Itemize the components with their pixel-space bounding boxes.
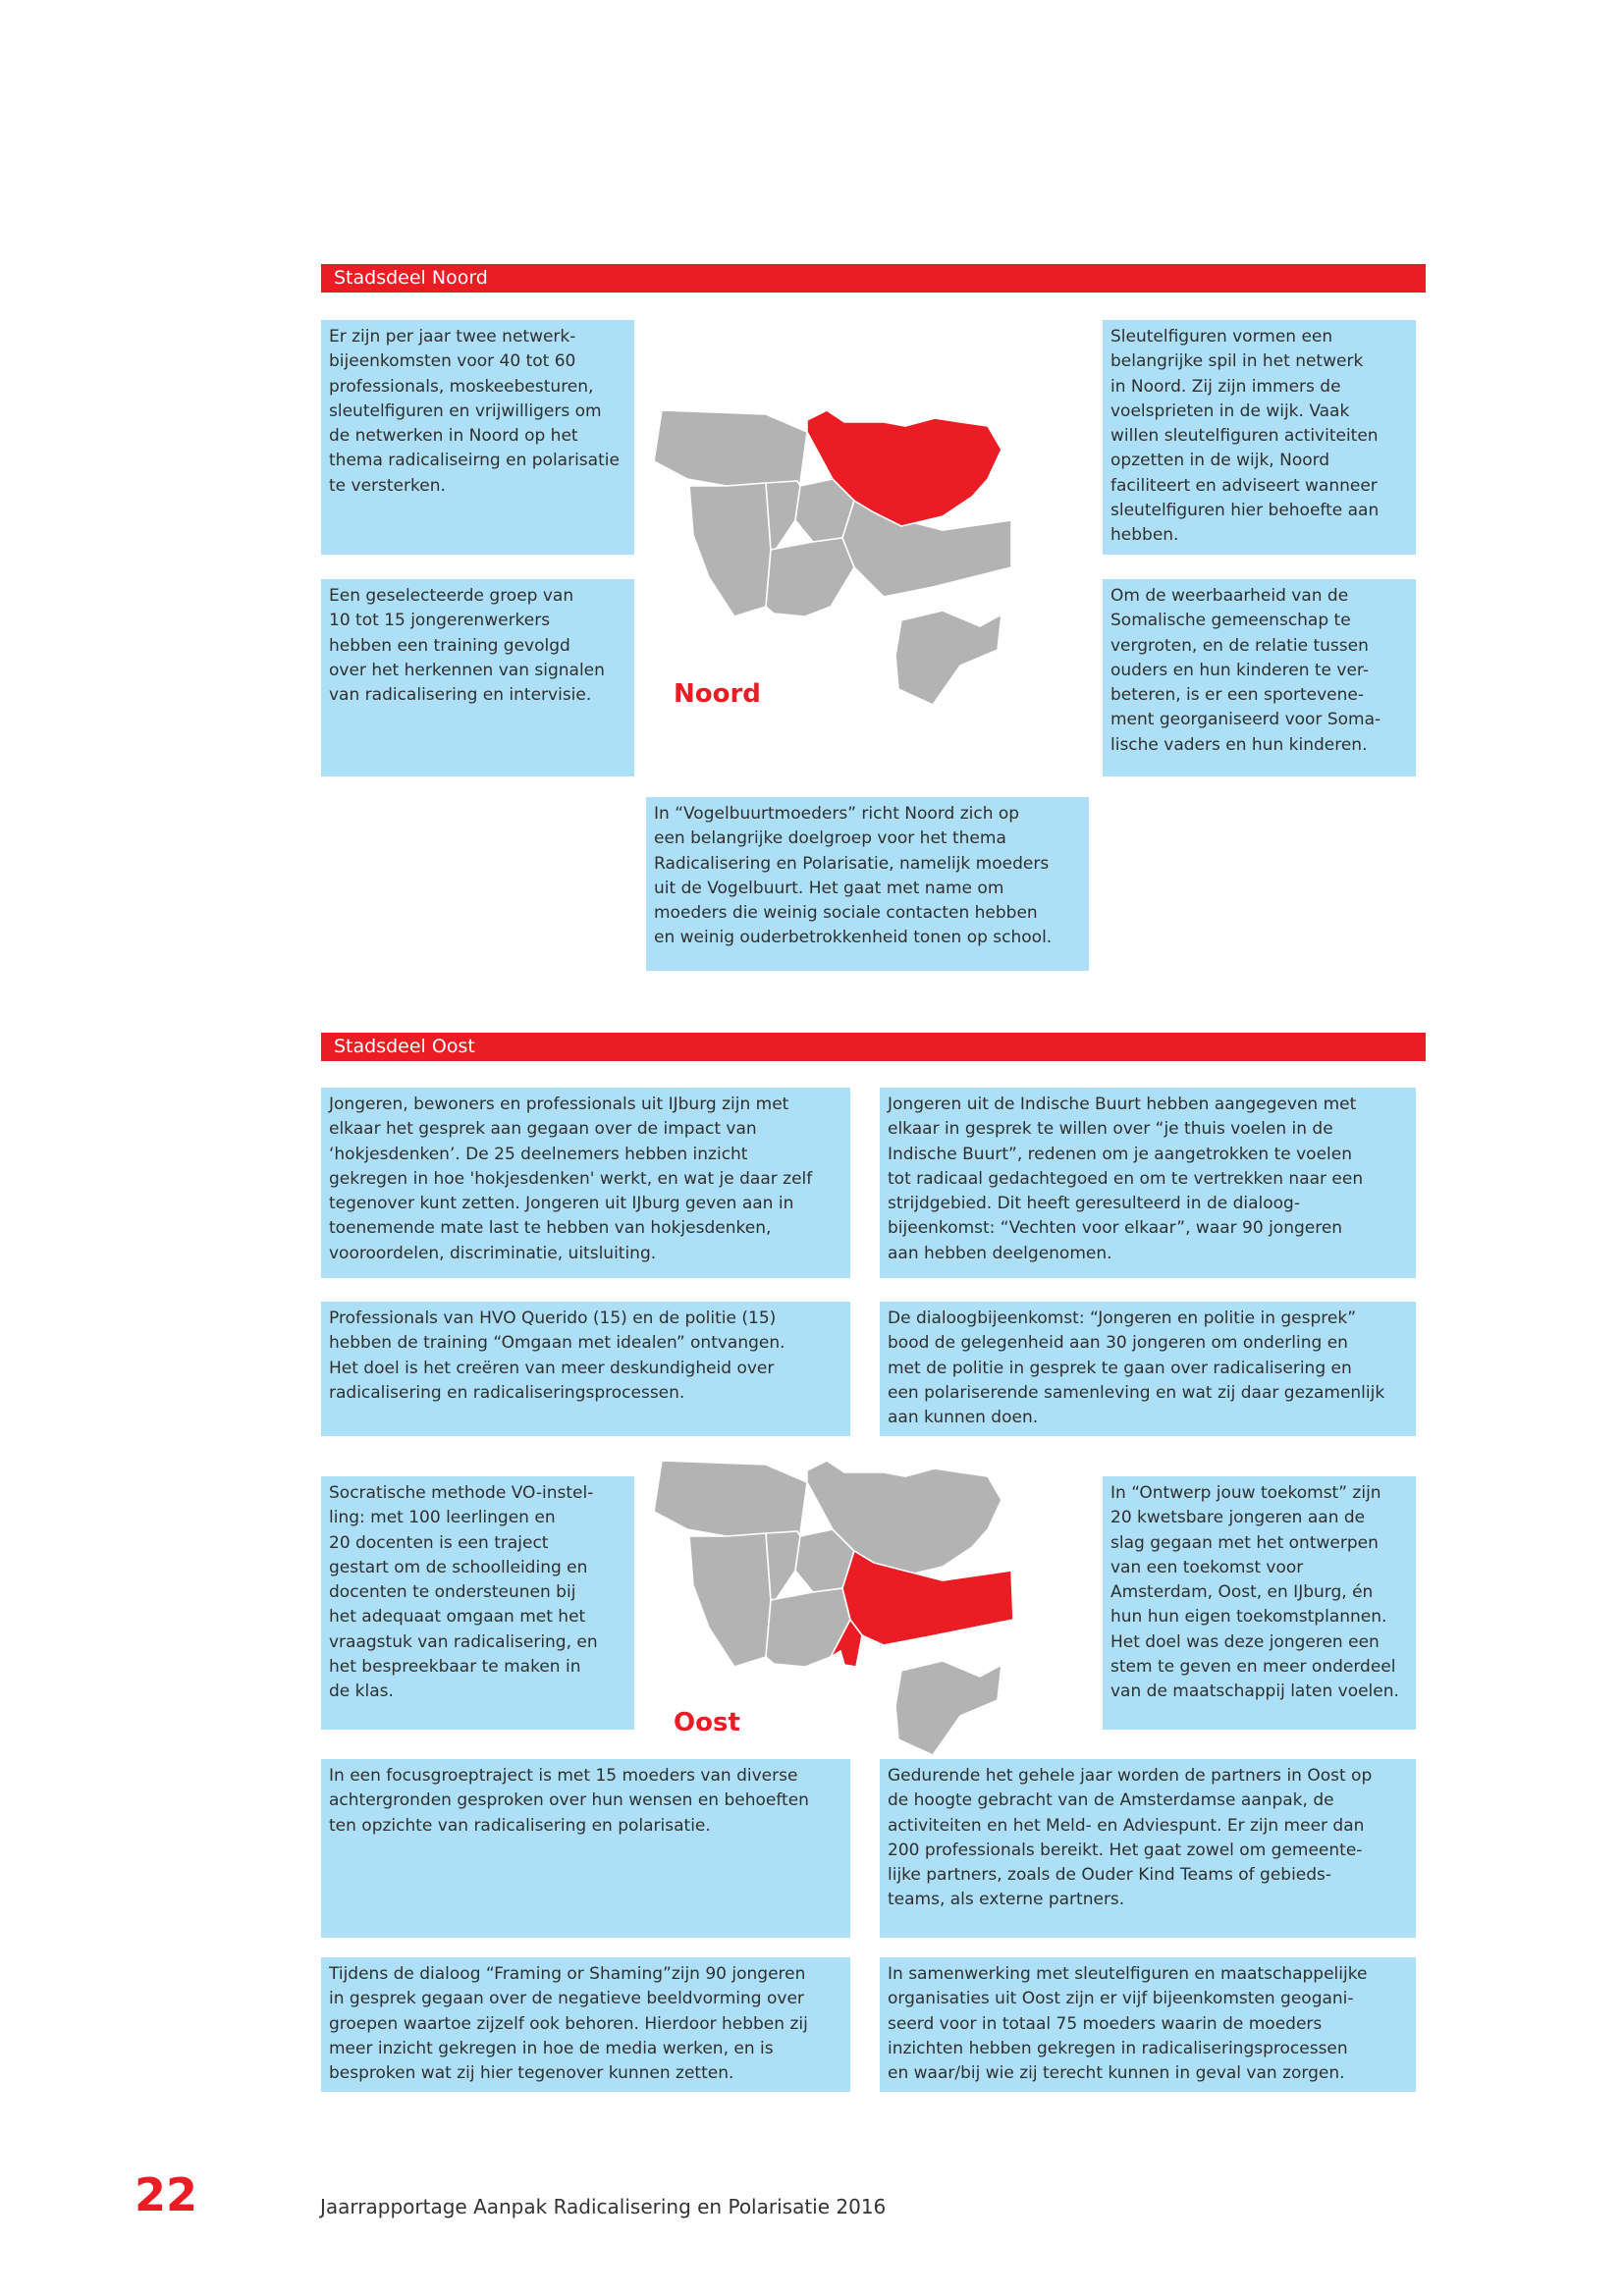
- info-box-oost-moeders: In samenwerking met sleutelfiguren en ma…: [880, 1957, 1416, 2092]
- info-box-oost-partners: Gedurende het gehele jaar worden de part…: [880, 1759, 1416, 1938]
- info-box-oost-ijburg: Jongeren, bewoners en professionals uit …: [321, 1088, 850, 1278]
- info-box-noord-sleutelfiguren: Sleutelfiguren vormen een belangrijke sp…: [1103, 320, 1416, 555]
- district-nieuw-west: [688, 1532, 772, 1668]
- map-label-oost: Oost: [674, 1708, 740, 1737]
- footer-title: Jaarrapportage Aanpak Radicalisering en …: [320, 2195, 887, 2218]
- district-zuidoost: [894, 610, 1002, 707]
- amsterdam-map-noord: [653, 409, 1012, 707]
- amsterdam-map-oost: [653, 1460, 1014, 1757]
- map-label-noord: Noord: [674, 679, 761, 709]
- info-box-oost-focusgroep: In een focusgroeptraject is met 15 moede…: [321, 1759, 850, 1938]
- district-westpoort: [653, 409, 808, 487]
- info-box-oost-socratisch: Socratische methode VO-instel- ling: met…: [321, 1476, 634, 1730]
- district-west: [765, 480, 801, 551]
- district-westpoort: [653, 1460, 808, 1537]
- district-zuid: [765, 537, 855, 617]
- info-box-noord-somalisch: Om de weerbaarheid van de Somalische gem…: [1103, 579, 1416, 776]
- page-number: 22: [135, 2168, 198, 2221]
- info-box-oost-hvo-querido: Professionals van HVO Querido (15) en de…: [321, 1302, 850, 1436]
- info-box-oost-ontwerp: In “Ontwerp jouw toekomst” zijn 20 kwets…: [1103, 1476, 1416, 1730]
- info-box-oost-politie: De dialoogbijeenkomst: “Jongeren en poli…: [880, 1302, 1416, 1436]
- district-noord-highlighted: [806, 409, 1002, 527]
- info-box-noord-vogelbuurt: In “Vogelbuurtmoeders” richt Noord zich …: [646, 797, 1089, 971]
- district-west: [765, 1530, 801, 1601]
- district-oost-highlighted-tail: [828, 1618, 863, 1668]
- section-header-oost: Stadsdeel Oost: [321, 1033, 1426, 1061]
- info-box-oost-indische-buurt: Jongeren uit de Indische Buurt hebben aa…: [880, 1088, 1416, 1278]
- district-nieuw-west: [688, 482, 772, 617]
- district-zuidoost: [894, 1660, 1002, 1757]
- info-box-noord-netwerk: Er zijn per jaar twee netwerk- bijeenkom…: [321, 320, 634, 555]
- section-header-noord: Stadsdeel Noord: [321, 264, 1426, 293]
- info-box-oost-framing: Tijdens de dialoog “Framing or Shaming”z…: [321, 1957, 850, 2092]
- district-zuid: [765, 1587, 851, 1668]
- info-box-noord-training: Een geselecteerde groep van 10 tot 15 jo…: [321, 579, 634, 776]
- district-noord: [806, 1460, 1002, 1577]
